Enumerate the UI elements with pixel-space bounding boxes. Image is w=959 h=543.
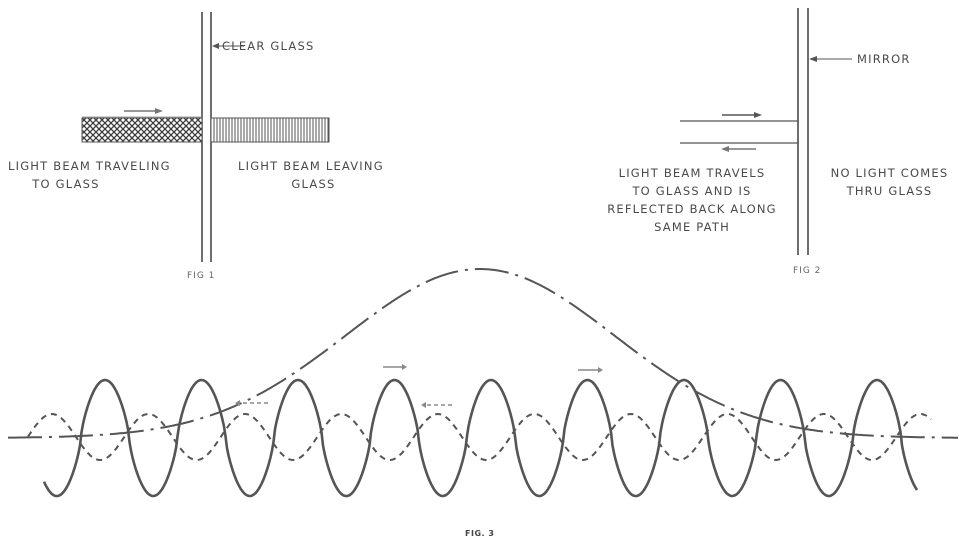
fig3-right-arrow-1-head (402, 364, 407, 370)
fig2-reflected-arrow (721, 146, 756, 152)
fig3-envelope-curve (8, 268, 958, 439)
fig1-caption: FIG 1 (187, 271, 216, 281)
fig2-incoming-arrow (722, 112, 762, 118)
fig2-caption: FIG 2 (793, 266, 822, 276)
fig3-caption: FIG. 3 (465, 529, 495, 538)
fig2-beam-lines (680, 120, 798, 144)
fig2-reflected-label: LIGHT BEAM TRAVELS TO GLASS AND IS REFLE… (607, 166, 777, 234)
fig1-glass-pointer (212, 43, 244, 49)
fig2-mirror-pane (797, 8, 809, 255)
fig3-left-arrow-2-head (421, 402, 426, 408)
fig3-right-arrow-2-head (598, 367, 603, 373)
fig2-mirror-label: MIRROR (857, 52, 911, 66)
fig3-incident-wave (42, 378, 919, 498)
fig1-direction-arrow (124, 108, 163, 114)
fig1-glass-label: CLEAR GLASS (222, 39, 315, 53)
fig2-mirror-pointer (809, 56, 852, 62)
fig1-incoming-beam (81, 117, 203, 143)
fig2-blocked-label: NO LIGHT COMES THRU GLASS (830, 166, 949, 198)
fig1-incoming-label: LIGHT BEAM TRAVELING TO GLASS (8, 159, 171, 191)
fig1-outgoing-beam (210, 117, 330, 143)
fig3-left-arrow-1-head (235, 400, 240, 406)
fig3-reflected-wave (27, 412, 932, 462)
fig1-outgoing-label: LIGHT BEAM LEAVING GLASS (238, 159, 384, 191)
